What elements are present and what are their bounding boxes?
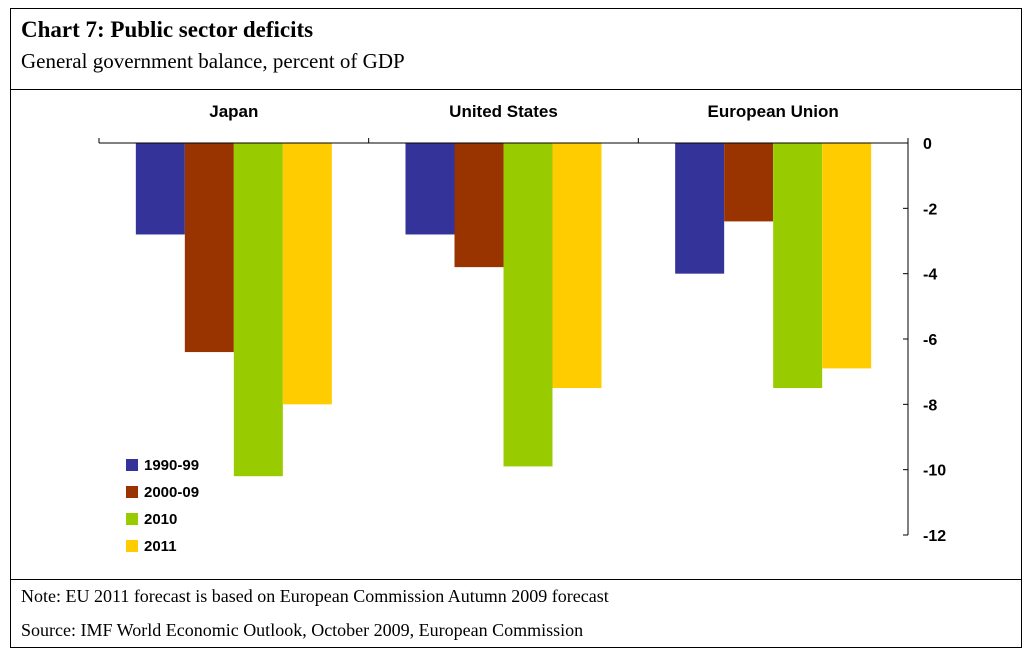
bar-united-states-2010 bbox=[503, 143, 553, 467]
bar-japan-1990-99 bbox=[135, 143, 185, 235]
chart-frame: Chart 7: Public sector deficits General … bbox=[10, 8, 1022, 648]
legend-swatch-1990-99 bbox=[126, 459, 138, 471]
bar-united-states-2011 bbox=[552, 143, 602, 388]
chart-header: Chart 7: Public sector deficits General … bbox=[11, 9, 1021, 90]
legend-label-1990-99: 1990-99 bbox=[144, 457, 199, 474]
y-tick-label: -8 bbox=[923, 397, 937, 414]
source-note: Source: IMF World Economic Outlook, Octo… bbox=[21, 620, 584, 640]
chart-title: Chart 7: Public sector deficits bbox=[21, 17, 314, 42]
y-tick-label: -12 bbox=[923, 528, 946, 545]
bar-japan-2011 bbox=[282, 143, 332, 405]
legend-swatch-2011 bbox=[126, 540, 138, 552]
legend-label-2011: 2011 bbox=[144, 538, 177, 555]
bar-european-union-2011 bbox=[822, 143, 872, 369]
y-tick-label: -6 bbox=[923, 332, 937, 349]
bar-chart: Japan United States European Union 0 -2 -4 -6 -… bbox=[98, 102, 946, 555]
chart-subtitle: General government balance, percent of G… bbox=[21, 49, 405, 73]
legend-swatch-2000-09 bbox=[126, 486, 138, 498]
y-tick-label: 0 bbox=[923, 136, 932, 153]
bar-european-union-2000-09 bbox=[724, 143, 774, 222]
legend-label-2000-09: 2000-09 bbox=[144, 484, 199, 501]
legend-swatch-2010 bbox=[126, 513, 138, 525]
bar-united-states-1990-99 bbox=[405, 143, 455, 235]
plot-area: Japan United States European Union 0 -2 -4 -6 -… bbox=[11, 89, 1023, 579]
chart-footer: Note: EU 2011 forecast is based on Europ… bbox=[11, 579, 1021, 650]
y-tick-label: -4 bbox=[923, 267, 937, 284]
bar-japan-2010 bbox=[233, 143, 283, 477]
bar-european-union-2010 bbox=[773, 143, 823, 388]
category-label: European Union bbox=[708, 102, 839, 121]
legend-label-2010: 2010 bbox=[144, 511, 177, 528]
y-tick-label: -10 bbox=[923, 463, 946, 480]
bar-japan-2000-09 bbox=[184, 143, 234, 353]
footnote: Note: EU 2011 forecast is based on Europ… bbox=[21, 586, 609, 606]
bar-united-states-2000-09 bbox=[454, 143, 504, 268]
y-tick-label: -2 bbox=[923, 201, 937, 218]
bar-european-union-1990-99 bbox=[675, 143, 725, 274]
category-label: Japan bbox=[209, 102, 258, 121]
category-label: United States bbox=[449, 102, 558, 121]
